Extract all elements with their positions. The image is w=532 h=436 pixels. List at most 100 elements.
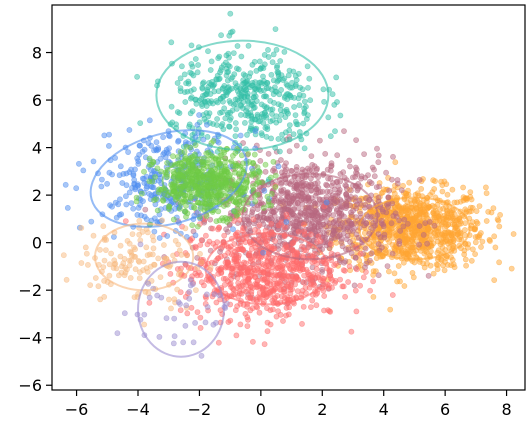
data-point [276, 148, 283, 155]
data-point [327, 133, 334, 140]
data-point [261, 341, 268, 348]
data-point [439, 231, 446, 238]
data-point [226, 123, 232, 130]
data-point [179, 172, 186, 179]
data-point [388, 176, 395, 183]
data-point [233, 65, 240, 72]
data-point [227, 114, 234, 121]
data-point [432, 178, 438, 184]
data-point [292, 223, 299, 229]
data-point [149, 178, 156, 185]
data-point [316, 196, 323, 203]
data-point [128, 200, 135, 206]
data-point [245, 42, 252, 49]
data-point [250, 216, 257, 223]
data-point [278, 187, 284, 194]
data-point [121, 255, 128, 262]
data-point [320, 86, 327, 93]
data-point [146, 251, 153, 258]
data-point [141, 311, 148, 318]
data-point [264, 80, 270, 86]
data-point [217, 180, 224, 187]
data-point [229, 152, 236, 159]
data-point [449, 186, 456, 193]
data-point [170, 216, 177, 223]
data-point [287, 92, 293, 99]
data-point [115, 201, 122, 208]
data-point [249, 168, 256, 174]
data-point [245, 112, 251, 119]
data-point [277, 58, 284, 64]
data-point [272, 184, 279, 190]
data-point [299, 320, 305, 327]
data-point [160, 197, 167, 204]
data-point [307, 97, 314, 104]
data-point [427, 248, 434, 255]
data-point [487, 238, 493, 244]
data-point [406, 179, 413, 186]
data-point [303, 116, 310, 122]
data-point [184, 310, 191, 317]
data-point [121, 310, 128, 317]
data-point [347, 238, 353, 245]
data-point [300, 120, 307, 127]
data-point [255, 267, 262, 274]
data-point [151, 197, 157, 204]
data-point [122, 218, 129, 224]
data-point [264, 126, 271, 133]
data-point [508, 265, 515, 272]
data-point [280, 198, 287, 205]
data-point [192, 287, 199, 293]
data-point [228, 246, 234, 253]
data-point [352, 164, 359, 171]
data-point [168, 39, 175, 46]
data-point [409, 237, 415, 243]
data-point [398, 209, 405, 216]
data-point [207, 216, 214, 223]
data-point [260, 249, 266, 256]
data-point [337, 276, 343, 283]
data-point [270, 51, 277, 58]
data-point [85, 261, 91, 268]
data-point [188, 304, 195, 311]
data-point [249, 206, 256, 213]
data-point [381, 231, 388, 238]
data-point [305, 215, 312, 222]
data-point [430, 270, 437, 277]
data-point [292, 112, 299, 118]
data-point [342, 293, 348, 300]
data-point [223, 180, 230, 187]
data-point [136, 275, 143, 282]
data-point [143, 173, 150, 180]
data-point [473, 208, 480, 214]
data-point [325, 114, 332, 121]
data-point [136, 142, 143, 149]
data-point [227, 187, 234, 193]
data-point [375, 231, 382, 237]
data-point [482, 184, 489, 191]
data-point [63, 276, 70, 283]
data-point [230, 265, 236, 272]
data-point [293, 258, 300, 265]
data-point [339, 204, 346, 211]
data-point [231, 71, 238, 78]
data-point [444, 208, 451, 215]
data-point [134, 181, 141, 187]
data-point [263, 114, 270, 121]
data-point [141, 168, 147, 175]
data-point [305, 84, 311, 91]
data-point [338, 235, 345, 242]
data-point [524, 211, 525, 214]
data-point [182, 99, 189, 105]
data-point [425, 272, 432, 279]
data-point [293, 142, 300, 149]
data-point [106, 272, 113, 279]
data-point [396, 217, 402, 224]
data-point [234, 200, 241, 207]
data-point [315, 233, 322, 240]
data-point [187, 69, 194, 76]
data-point [390, 153, 396, 160]
data-point [149, 233, 156, 240]
data-point [221, 168, 228, 175]
data-point [218, 64, 225, 71]
